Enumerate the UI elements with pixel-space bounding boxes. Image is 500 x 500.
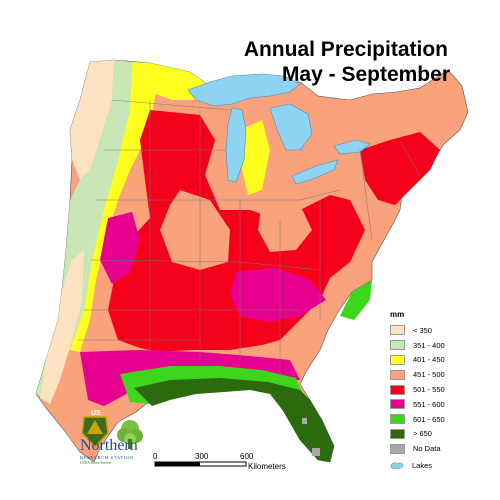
legend-swatch [390, 428, 405, 439]
zone-501-550-northeast [360, 132, 440, 205]
zone-lt350-north [70, 60, 114, 180]
legend-swatch [390, 369, 405, 380]
org-name: Northern [80, 437, 138, 454]
legend-swatch [390, 399, 405, 410]
map-title: Annual Precipitation [243, 38, 448, 61]
legend-item: 501 - 550 [390, 382, 490, 397]
legend-label: 551 - 600 [413, 399, 445, 409]
lake-superior [187, 73, 301, 107]
shield-lettering: US [91, 410, 101, 417]
legend-swatch [390, 414, 405, 425]
legend-item: 551 - 600 [390, 397, 490, 412]
zone-451-500-ohio [258, 200, 312, 252]
legend-label: 401 - 450 [413, 355, 445, 365]
legend-swatch [390, 325, 405, 336]
legend-item: No Data [390, 441, 490, 456]
legend-item: < 350 [390, 323, 490, 338]
lake-erie [291, 159, 339, 185]
northern-research-station-logo: Northern RESEARCH STATION USDA Forest Se… [80, 438, 138, 466]
legend-item: 451 - 500 [390, 367, 490, 382]
zone-551-600-kansas [100, 212, 140, 284]
scale-tick-300: 300 [195, 452, 209, 461]
lake-icon [390, 462, 404, 469]
legend-item: 401 - 450 [390, 353, 490, 368]
zone-401-450-west [70, 62, 156, 352]
scale-unit: Kilometers [248, 462, 286, 471]
map-legend: mm < 350 351 - 400 401 - 450 451 - 500 501 -… [390, 310, 490, 473]
no-data-patch [312, 448, 320, 456]
zone-551-600-appalachia [230, 268, 326, 322]
zone-451-500-midwest [160, 190, 230, 270]
legend-label: 451 - 500 [413, 370, 445, 380]
legend-item: 601 - 650 [390, 412, 490, 427]
forest-service-shield-icon [81, 416, 109, 449]
legend-label: < 350 [413, 325, 432, 335]
legend-swatch [390, 340, 405, 351]
legend-label-lakes: Lakes [412, 461, 433, 471]
legend-item-lakes: Lakes [390, 458, 490, 473]
legend-label: No Data [413, 444, 441, 454]
zone-601-650-atlantic [340, 280, 372, 320]
lake-huron [269, 103, 313, 151]
legend-label: 351 - 400 [413, 340, 445, 350]
org-subtitle: RESEARCH STATION [80, 455, 134, 460]
scale-tick-600: 600 [240, 452, 254, 461]
legend-swatch [390, 443, 405, 454]
map-subtitle: May - September [281, 63, 450, 86]
state-boundaries [78, 99, 421, 380]
zone-gt650-gulf [134, 378, 334, 462]
legend-label: 601 - 650 [413, 414, 445, 424]
legend-swatch [390, 384, 405, 395]
lake-michigan [225, 107, 247, 183]
legend-item: > 650 [390, 427, 490, 442]
zone-551-600-gulf [80, 350, 300, 406]
logo-group [81, 416, 143, 449]
scale-tick-0: 0 [153, 452, 158, 461]
legend-label: > 650 [413, 429, 432, 439]
legend-swatch [390, 354, 405, 365]
zone-lt350-south [40, 250, 84, 404]
tree-icon [117, 420, 143, 449]
no-data-patch [302, 418, 307, 424]
org-agency: USDA Forest Service [80, 461, 112, 465]
lake-ontario [333, 139, 371, 155]
zone-401-450-michigan [240, 120, 270, 195]
legend-item: 351 - 400 [390, 338, 490, 353]
legend-heading: mm [390, 310, 405, 319]
legend-label: 501 - 550 [413, 385, 445, 395]
scale-bar [154, 461, 247, 467]
great-lakes [187, 73, 371, 185]
